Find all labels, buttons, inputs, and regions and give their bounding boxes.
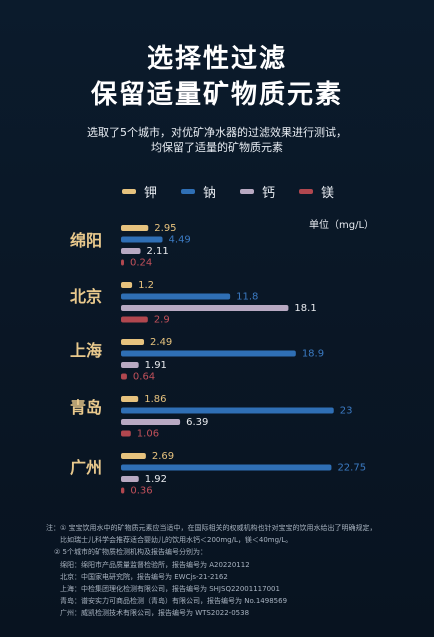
bar [121,282,133,288]
subtitle-line-1: 选取了5个城市，对优矿净水器的过滤效果进行测试， [87,126,347,139]
bar [121,464,332,471]
chart-legend: 钾 钠 钙 镁 [122,182,334,201]
bar [121,350,296,357]
bar [121,316,148,323]
title-line-2: 保留适量矿物质元素 [90,80,343,110]
value-label: 2.49 [150,337,172,348]
bar [121,476,139,482]
category-label: 北京 [70,287,102,306]
subtitle-line-2: 均保留了适量的矿物质元素 [151,141,283,154]
value-label: 2.11 [147,246,169,257]
value-label: 6.39 [186,417,208,428]
bar [121,453,146,459]
category-label: 绵阳 [70,231,102,250]
value-label: 1.2 [138,280,154,291]
value-label: 0.36 [130,486,152,497]
bar [121,362,139,368]
value-label: 18.1 [294,303,316,314]
footnote-line: 绵阳：绵阳市产品质量监督检验所，报告编号为 A20220112 [60,560,250,569]
category-label: 青岛 [70,398,102,417]
value-label: 2.9 [154,315,170,326]
value-label: 2.69 [152,451,174,462]
bar [121,373,127,380]
legend-label-mg: 镁 [321,186,335,201]
bar [121,407,334,414]
value-label: 0.24 [130,258,152,269]
bar [121,396,139,402]
value-label: 1.92 [145,474,167,485]
bar [121,487,125,494]
bar [121,339,145,345]
category-label: 上海 [70,341,102,360]
value-label: 1.86 [144,394,166,405]
unit-label: 单位（mg/L） [309,220,375,231]
value-label: 22.75 [337,463,366,474]
value-label: 11.8 [236,292,258,303]
bar [121,293,231,300]
bar [121,236,163,243]
legend-label-ca: 钙 [262,186,276,201]
footnote-line: 上海：中检集团理化检测有限公司，报告编号为 SHJSQ22001117001 [60,585,280,594]
legend-swatch-na [181,189,196,194]
footnote-line: 北京：中国家电研究院，报告编号为 EWCjs-21-2162 [60,572,228,581]
bar [121,430,131,437]
value-label: 1.06 [137,429,159,440]
legend-item-mg: 镁 [299,182,334,201]
legend-label-na: 钠 [203,186,217,201]
bar [121,305,289,311]
bar [121,225,149,231]
legend-item-k: 钾 [122,182,157,201]
legend-swatch-mg [299,189,314,194]
legend-label-k: 钾 [144,186,158,201]
legend-item-na: 钠 [181,182,216,201]
footnotes: 注：① 宝宝饮用水中的矿物质元素应当适中，在国际相关的权威机构也针对宝宝的饮用水… [46,522,377,620]
legend-swatch-k [122,189,136,194]
value-label: 23 [340,406,353,417]
value-label: 2.95 [154,223,176,234]
footnote-line: 注：① 宝宝饮用水中的矿物质元素应当适中，在国际相关的权威机构也针对宝宝的饮用水… [46,524,377,532]
bar [121,419,181,425]
value-label: 1.91 [145,360,167,371]
value-label: 4.49 [169,235,191,246]
bar [121,248,141,254]
value-label: 0.64 [133,372,155,383]
footnote-line: ② 5个城市的矿物质检测机构及报告编号分别为： [54,548,207,557]
value-label: 18.9 [302,349,324,360]
footnote-line: 广州：威凯检测技术有限公司，报告编号为 WTS2022-0538 [60,609,250,618]
title-line-1: 选择性过滤 [146,44,287,74]
footnote-line: 青岛：谱安实力可商品检测（青岛）有限公司，报告编号为 No.1498569 [60,597,288,606]
legend-item-ca: 钙 [240,182,275,201]
bar [121,259,124,266]
category-label: 广州 [70,458,102,477]
footnote-line: 比如瑞士儿科学会推荐适合婴幼儿的饮用水钙＜200mg/L，镁＜40mg/L。 [60,536,293,545]
legend-swatch-ca [240,189,255,194]
